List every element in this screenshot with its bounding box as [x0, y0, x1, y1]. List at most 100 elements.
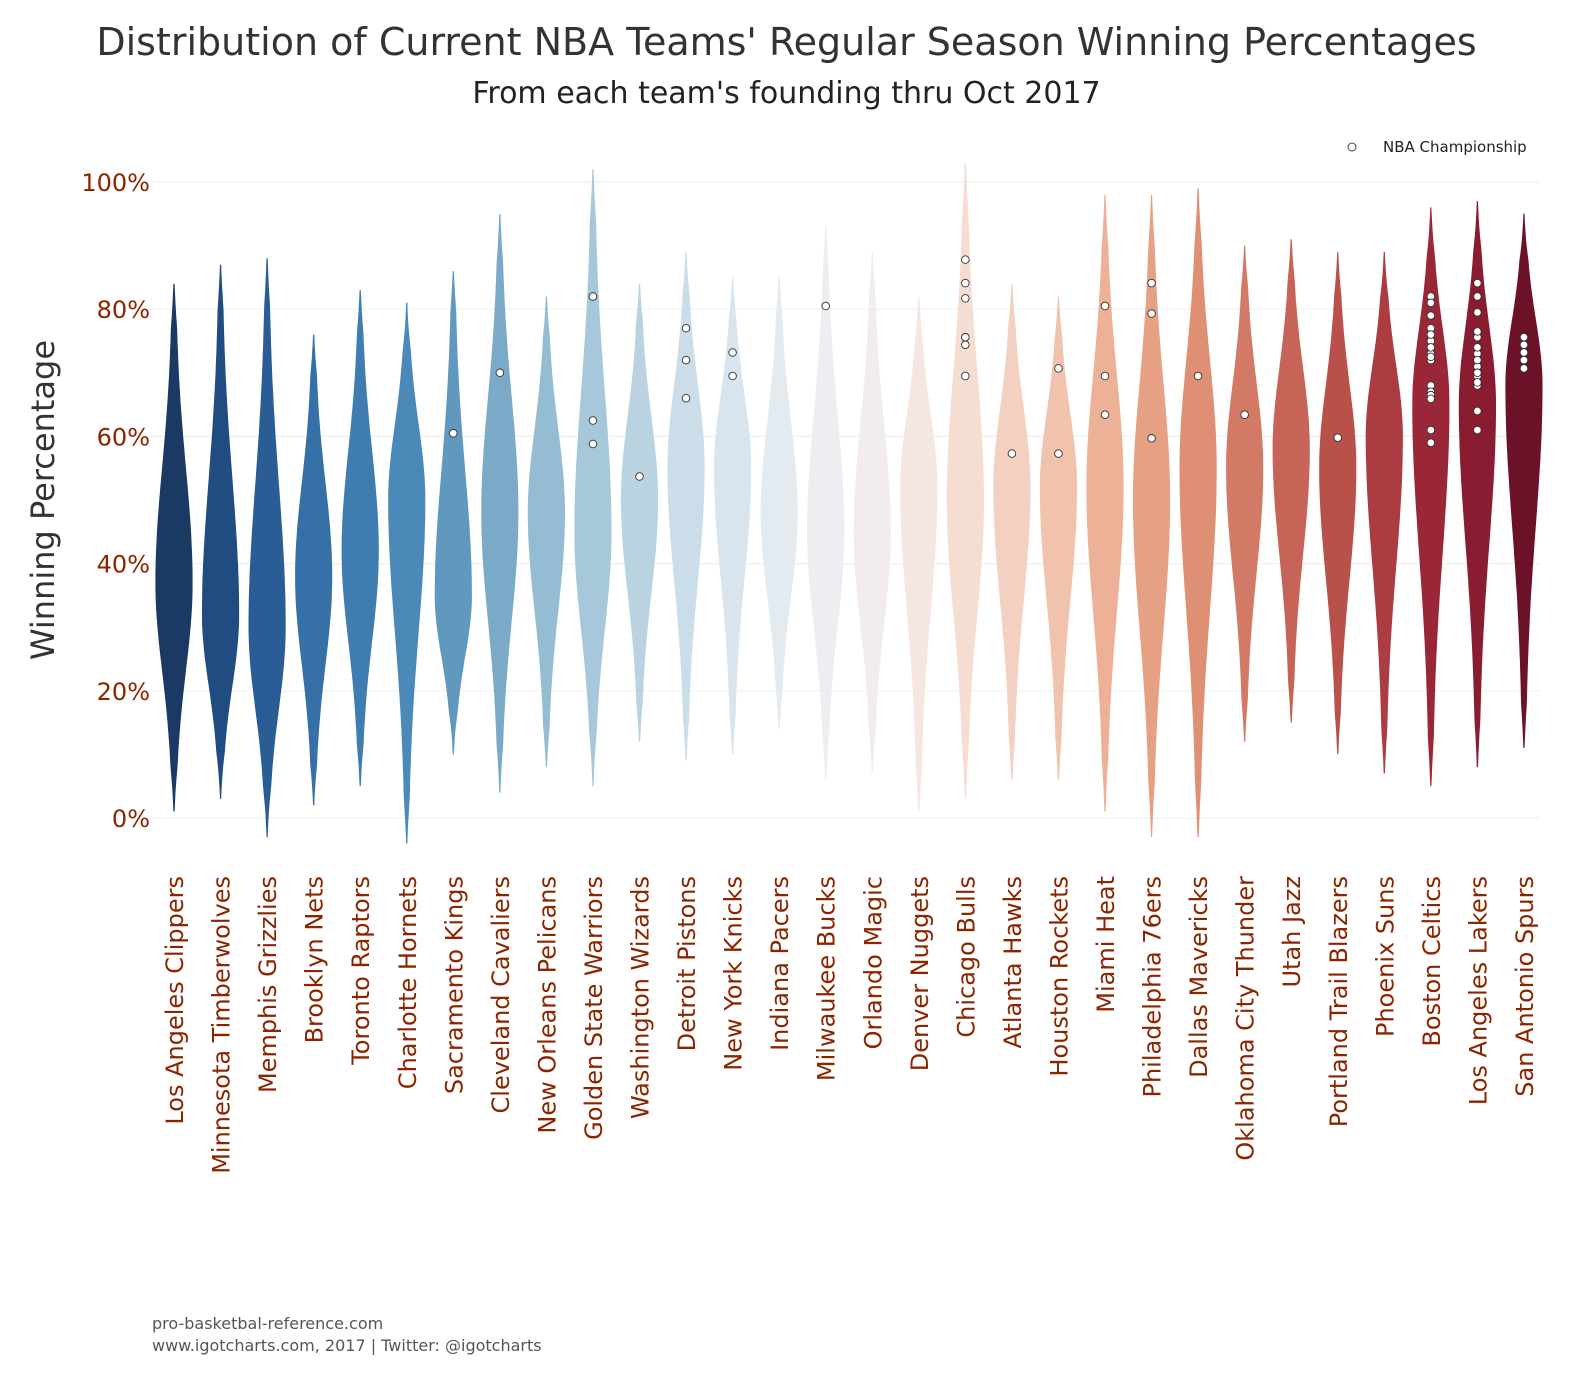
violin-dallas-mavericks — [1179, 188, 1217, 838]
violin-san-antonio-spurs — [1505, 213, 1543, 749]
championship-point — [1426, 343, 1436, 352]
legend-marker — [1347, 142, 1357, 152]
x-tick-label: Orlando Magic — [859, 876, 887, 1049]
y-tick-label: 0% — [112, 805, 150, 833]
violin-denver-nuggets — [900, 296, 938, 812]
championship-point — [1240, 410, 1249, 420]
y-tick-label: 20% — [97, 678, 150, 706]
x-tick-label: Los Angeles Clippers — [161, 876, 189, 1125]
championship-point — [681, 324, 691, 333]
championship-point — [1426, 298, 1436, 308]
chart-title: Distribution of Current NBA Teams' Regul… — [96, 20, 1477, 64]
source-line-2: www.igotcharts.com, 2017 | Twitter: @igo… — [152, 1336, 542, 1355]
championship-point — [1426, 394, 1436, 404]
violin-portland-trail-blazers — [1319, 252, 1357, 755]
championship-point — [821, 301, 830, 311]
x-tick-label: Detroit Pistons — [673, 876, 701, 1051]
source-line-1: pro-basketbal-reference.com — [152, 1314, 384, 1333]
championship-point — [1473, 425, 1482, 435]
x-tick-label: Golden State Warriors — [580, 876, 608, 1140]
x-tick-label: Oklahoma City Thunder — [1232, 876, 1260, 1161]
championship-point — [1473, 406, 1482, 416]
championship-point — [1426, 330, 1436, 339]
x-tick-label: Indiana Pacers — [766, 876, 794, 1051]
championship-point — [1519, 332, 1529, 342]
violin-philadelphia-76ers — [1133, 194, 1171, 838]
violin-new-orleans-pelicans — [527, 296, 565, 768]
championship-point — [1473, 292, 1482, 301]
violin-sacramento-kings — [434, 271, 472, 755]
y-tick-label: 100% — [81, 169, 150, 197]
championship-point — [728, 371, 737, 381]
championship-point — [1519, 340, 1529, 350]
x-tick-label: Phoenix Suns — [1371, 876, 1399, 1037]
championship-point — [1054, 449, 1063, 458]
x-tick-label: Miami Heat — [1092, 876, 1120, 1013]
championship-point — [961, 371, 970, 381]
x-tick-label: Brooklyn Nets — [301, 876, 329, 1043]
championship-point — [1426, 352, 1436, 362]
violin-atlanta-hawks — [993, 283, 1031, 780]
violin-milwaukee-bucks — [807, 226, 845, 780]
legend-label: NBA Championship — [1383, 138, 1527, 156]
championship-point — [1100, 371, 1110, 381]
violin-memphis-grizzlies — [248, 258, 286, 838]
legend: NBA Championship — [1347, 138, 1527, 156]
x-tick-label: Boston Celtics — [1418, 876, 1446, 1047]
chart-subtitle: From each team's founding thru Oct 2017 — [472, 76, 1101, 111]
violin-detroit-pistons — [667, 252, 705, 761]
championship-point — [1473, 343, 1482, 352]
championship-point — [1473, 308, 1482, 317]
x-tick-label: Memphis Grizzlies — [254, 876, 282, 1093]
violin-oklahoma-city-thunder — [1226, 245, 1264, 742]
x-tick-label: Denver Nuggets — [906, 876, 934, 1071]
x-tick-label: Houston Rockets — [1045, 876, 1073, 1077]
x-tick-label: Sacramento Kings — [440, 876, 468, 1094]
x-tick-label: Philadelphia 76ers — [1139, 876, 1167, 1098]
championship-point — [588, 416, 598, 425]
x-tick-label: Chicago Bulls — [952, 876, 980, 1038]
y-tick-label: 60% — [97, 423, 150, 451]
x-tick-label: Los Angeles Lakers — [1464, 876, 1492, 1105]
x-tick-label: New York Knicks — [720, 876, 748, 1071]
championship-point — [1519, 355, 1529, 365]
x-tick-label: Toronto Raptors — [347, 876, 375, 1066]
championship-point — [1426, 311, 1436, 320]
championship-point — [1147, 278, 1156, 288]
championship-point — [449, 428, 458, 438]
championship-point — [1007, 449, 1017, 458]
championship-point — [1473, 355, 1482, 365]
championship-point — [1473, 378, 1482, 387]
x-tick-label: Cleveland Cavaliers — [487, 876, 515, 1113]
violin-toronto-raptors — [341, 290, 379, 787]
championship-point — [1519, 364, 1529, 373]
championship-point — [1100, 410, 1110, 420]
violin-phoenix-suns — [1365, 252, 1403, 774]
championship-point — [1473, 278, 1482, 288]
championship-point — [495, 368, 505, 378]
championship-point — [961, 255, 970, 264]
violin-minnesota-timberwolves — [202, 264, 240, 799]
x-axis: Los Angeles Clippers Minnesota Timberwolv… — [161, 876, 1539, 1174]
championship-point — [1193, 371, 1203, 381]
championship-point — [961, 278, 970, 288]
y-axis: 0% 20% 40% 60% 80% 100% — [81, 169, 150, 833]
violin-houston-rockets — [1039, 296, 1077, 780]
y-tick-label: 80% — [97, 296, 150, 324]
violin-los-angeles-lakers — [1458, 201, 1496, 768]
violin-cleveland-cavaliers — [481, 213, 519, 793]
championship-point — [961, 340, 970, 350]
championship-point — [961, 294, 970, 303]
championship-point — [681, 355, 691, 365]
championship-point — [1473, 368, 1482, 378]
championship-point — [635, 472, 644, 481]
championship-point — [1426, 438, 1436, 448]
violin-charlotte-hornets — [388, 302, 426, 844]
championship-point — [681, 393, 691, 403]
x-tick-label: Washington Wizards — [627, 876, 655, 1119]
championship-point — [728, 348, 737, 357]
violin-golden-state-warriors — [574, 169, 612, 787]
violin-los-angeles-clippers — [155, 283, 193, 812]
x-tick-label: Minnesota Timberwolves — [208, 876, 236, 1174]
